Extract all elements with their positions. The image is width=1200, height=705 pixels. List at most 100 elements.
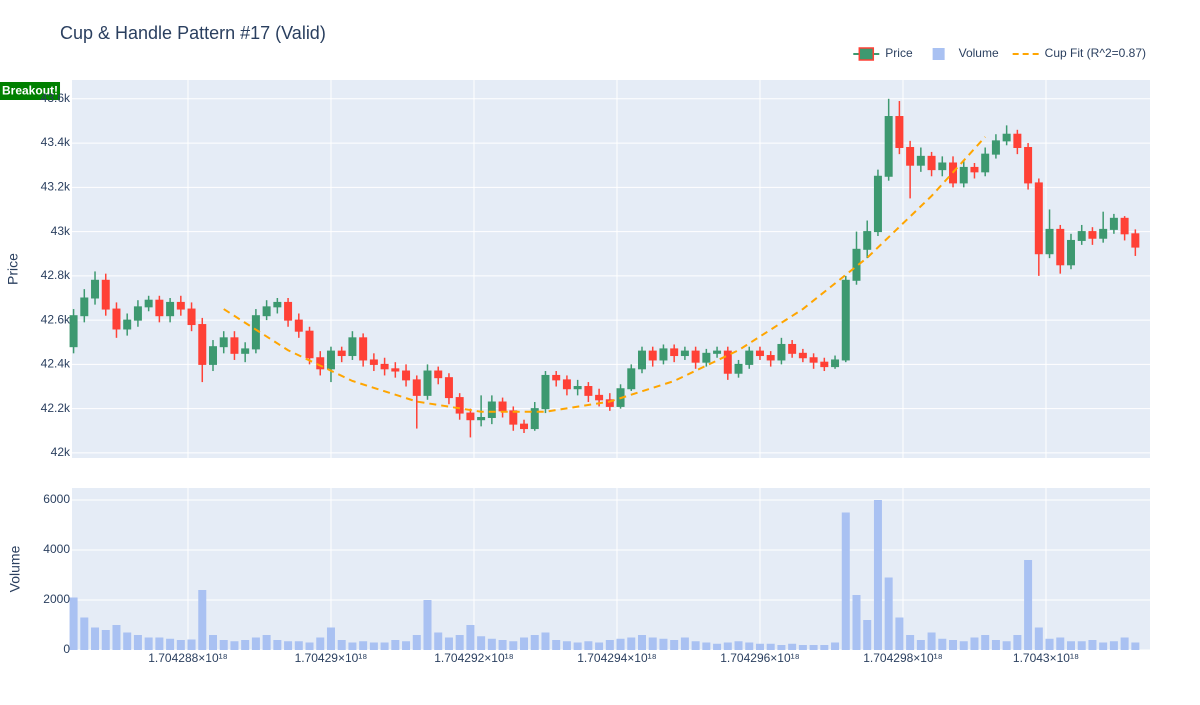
- volume-bar: [123, 632, 132, 650]
- candle-body: [541, 374, 550, 410]
- volume-bar: [477, 636, 486, 650]
- candle-body: [359, 337, 368, 361]
- x-tick-label: 1.704288×10¹⁸: [148, 651, 227, 665]
- volume-bar: [1077, 641, 1086, 650]
- candle-body: [176, 301, 185, 310]
- candle-body: [1109, 217, 1118, 230]
- candle-body: [230, 337, 239, 354]
- volume-bar: [1066, 641, 1075, 650]
- volume-bar: [112, 625, 121, 650]
- y-tick-label: 43.2k: [41, 180, 71, 194]
- y-axis-title: Price: [5, 253, 21, 285]
- candle-body: [745, 350, 754, 365]
- y-tick-label: 42k: [51, 445, 71, 459]
- candle-body: [691, 350, 700, 363]
- candle-body: [1088, 231, 1097, 239]
- candle-body: [809, 357, 818, 363]
- volume-bar: [230, 641, 239, 650]
- candle-body: [402, 370, 411, 381]
- volume-bar: [605, 640, 614, 650]
- annotation: Breakout!: [0, 82, 61, 100]
- volume-bar: [434, 632, 443, 650]
- volume-bar: [777, 645, 786, 650]
- legend-item: Cup Fit (R^2=0.87): [1012, 46, 1146, 60]
- volume-bar: [680, 637, 689, 650]
- candle-body: [1120, 217, 1129, 235]
- volume-bar: [423, 600, 432, 650]
- candle-body: [219, 337, 228, 348]
- candle-body: [326, 350, 335, 370]
- candle-body: [637, 350, 646, 370]
- volume-bar: [595, 642, 604, 650]
- candle-body: [873, 175, 882, 233]
- candle-body: [981, 153, 990, 173]
- x-tick-label: 1.704296×10¹⁸: [720, 651, 799, 665]
- volume-bar: [487, 638, 496, 650]
- candle-body: [680, 350, 689, 357]
- candle-body: [530, 408, 539, 430]
- volume-bar: [187, 639, 196, 650]
- candle-body: [369, 359, 378, 365]
- volume-bar: [627, 637, 636, 650]
- candle-body: [831, 359, 840, 368]
- volume-bar: [1013, 635, 1022, 650]
- y-tick-label: 43.4k: [41, 135, 71, 149]
- x-tick-label: 1.704298×10¹⁸: [863, 651, 942, 665]
- volume-bar: [949, 640, 958, 650]
- volume-bar: [455, 635, 464, 650]
- candle-body: [69, 315, 78, 348]
- candle-body: [595, 394, 604, 401]
- candle-body: [498, 401, 507, 412]
- volume-bar: [1088, 640, 1097, 650]
- volume-bar: [1120, 637, 1129, 650]
- volume-bar: [702, 642, 711, 650]
- candle-body: [144, 299, 153, 308]
- candle-body: [562, 379, 571, 390]
- candle-body: [273, 301, 282, 308]
- candle-body: [198, 324, 207, 365]
- volume-bar: [616, 638, 625, 650]
- candle-body: [627, 368, 636, 390]
- candle-body: [734, 363, 743, 374]
- volume-bar: [637, 635, 646, 650]
- volume-bar: [755, 643, 764, 650]
- candle-body: [895, 116, 904, 149]
- candle-body: [1077, 231, 1086, 241]
- volume-bar: [991, 640, 1000, 650]
- volume-bar: [402, 641, 411, 650]
- volume-bar: [1109, 641, 1118, 650]
- volume-bar: [895, 617, 904, 650]
- candle-body: [391, 368, 400, 372]
- candle-body: [884, 116, 893, 177]
- marks: [69, 98, 1140, 650]
- volume-bar: [444, 637, 453, 650]
- volume-bar: [348, 642, 357, 650]
- volume-bar: [359, 641, 368, 650]
- volume-bar: [1099, 642, 1108, 650]
- volume-bar: [369, 642, 378, 650]
- candle-body: [863, 231, 872, 250]
- candle-body: [852, 248, 861, 281]
- volume-bar: [219, 640, 228, 650]
- volume-bar: [1056, 637, 1065, 650]
- candle-body: [241, 348, 250, 354]
- volume-bar: [251, 637, 260, 650]
- candle-body: [1034, 182, 1043, 255]
- legend-symbol: [932, 48, 945, 60]
- legend-item: Price: [853, 46, 913, 61]
- annotation-box: [0, 82, 61, 100]
- candle-body: [1099, 228, 1108, 239]
- y-tick-label: 43k: [51, 224, 71, 238]
- x-tick-label: 1.70429×10¹⁸: [295, 651, 368, 665]
- candle-body: [820, 361, 829, 368]
- volume-bar: [316, 637, 325, 650]
- volume-bar: [927, 632, 936, 650]
- candle-body: [659, 348, 668, 361]
- x-tick-label: 1.704292×10¹⁸: [434, 651, 513, 665]
- volume-bar: [863, 620, 872, 650]
- volume-bar: [659, 638, 668, 650]
- cup-fit-line: [223, 136, 986, 413]
- volume-bar: [530, 635, 539, 650]
- volume-bar: [166, 638, 175, 650]
